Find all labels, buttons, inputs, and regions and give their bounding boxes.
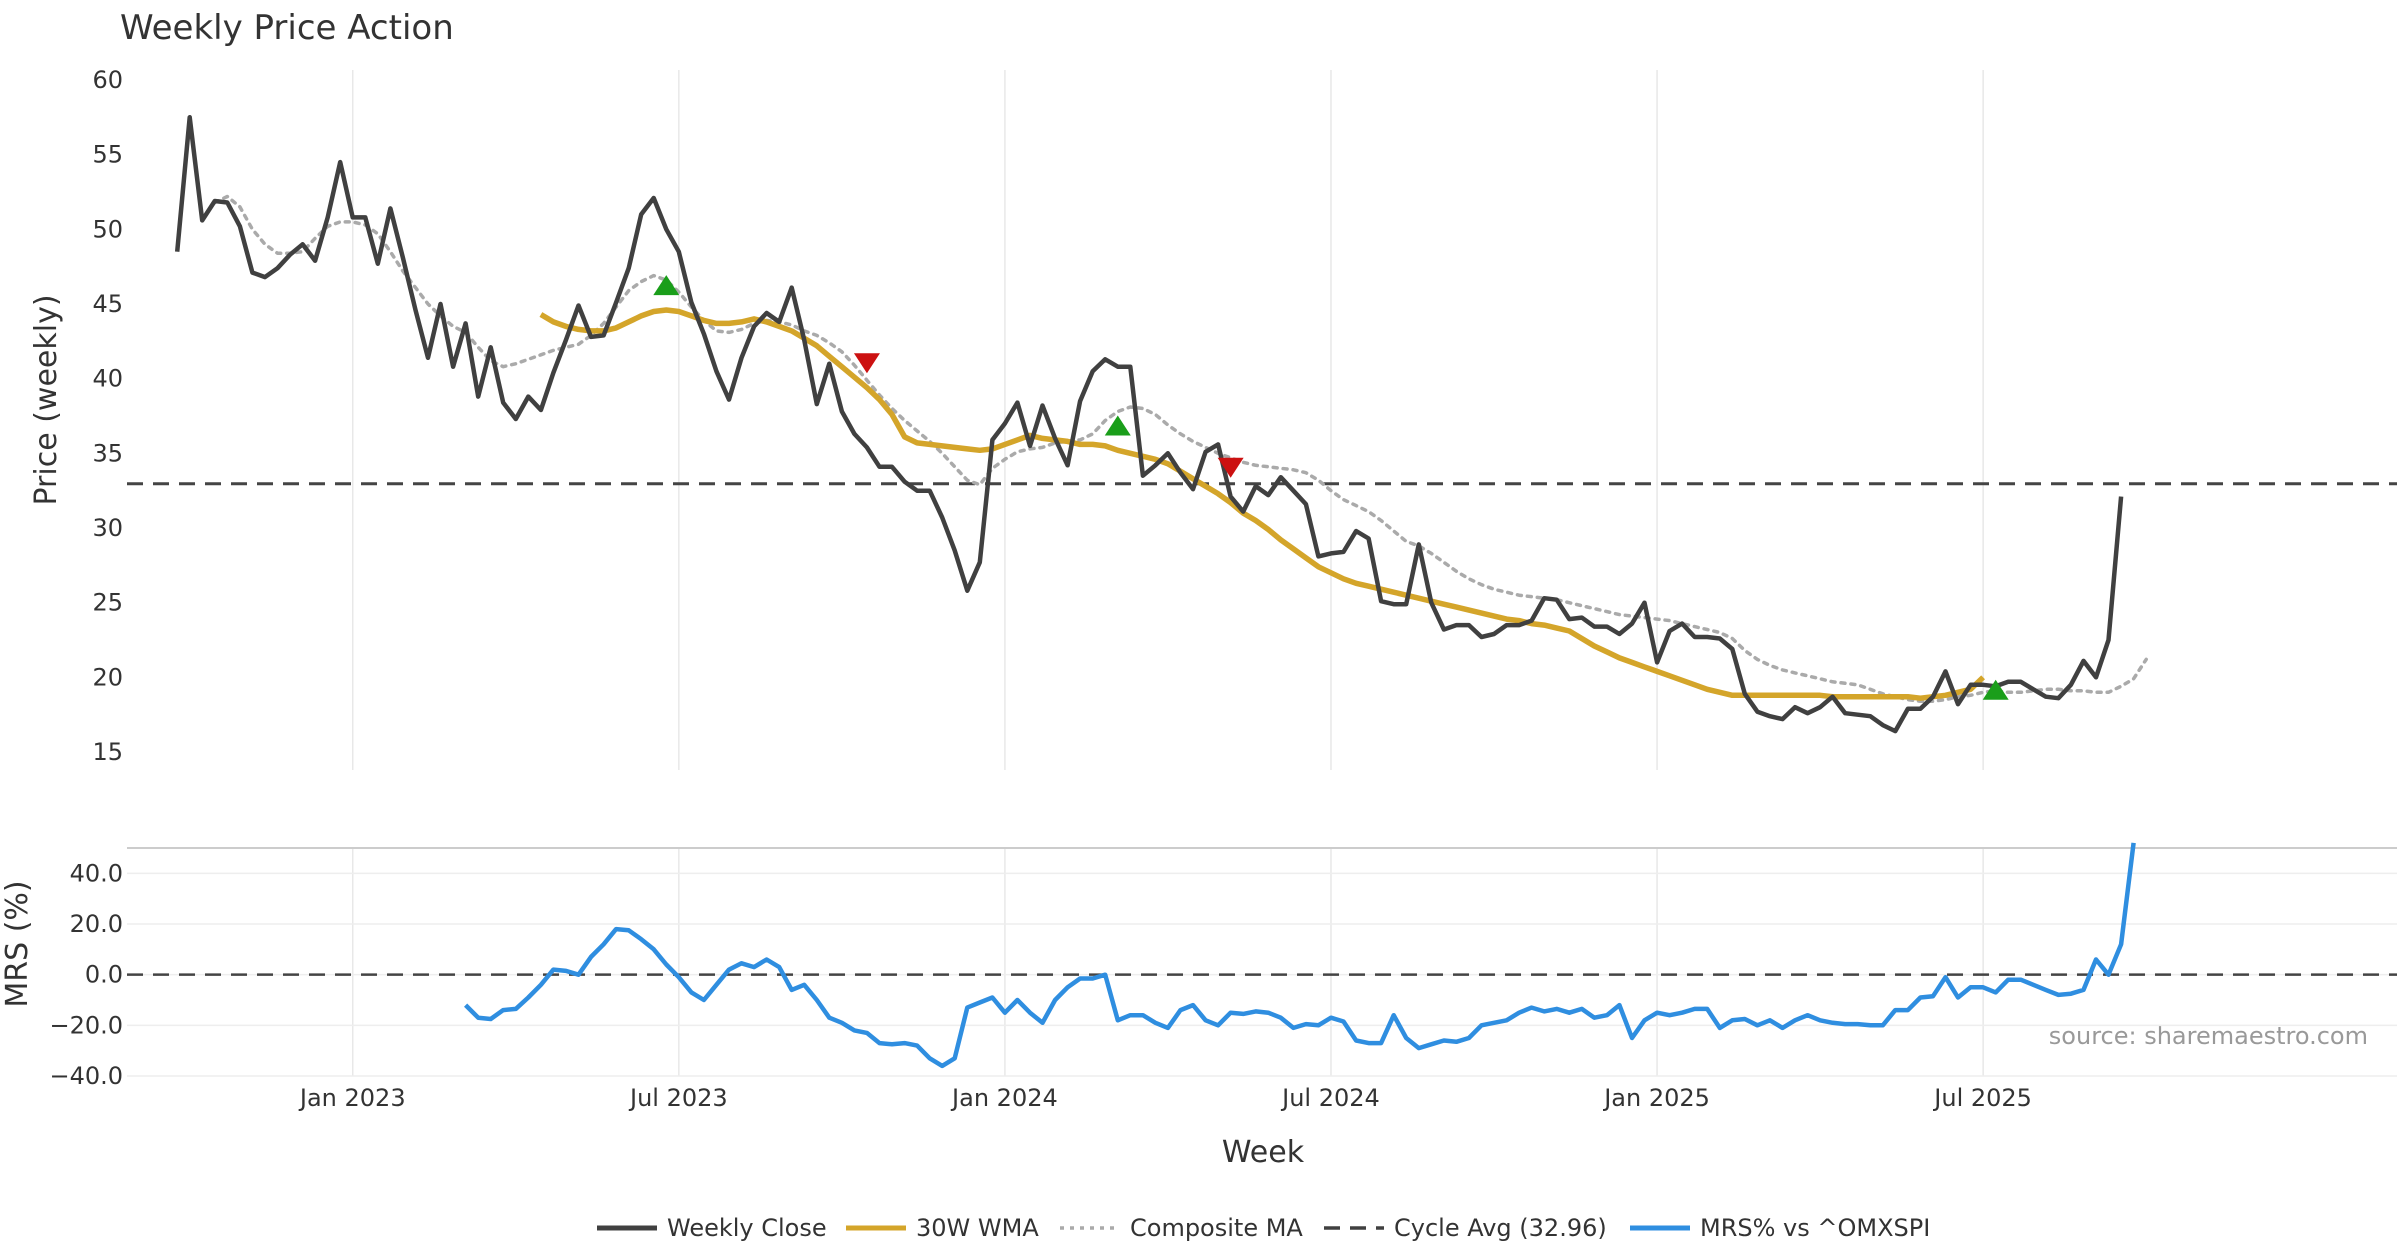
mrs-y-tick-label: −20.0 — [49, 1011, 123, 1039]
price-y-tick-label: 50 — [92, 215, 123, 243]
price-y-tick-label: 40 — [92, 365, 123, 393]
series-layer — [127, 115, 2397, 1069]
legend-label: MRS% vs ^OMXSPI — [1700, 1214, 1930, 1242]
buy-signal-marker — [1104, 415, 1131, 436]
x-tick-label: Jan 2025 — [1602, 1084, 1710, 1112]
mrs-y-tick-label: −40.0 — [49, 1062, 123, 1090]
legend-label: Cycle Avg (32.96) — [1394, 1214, 1607, 1242]
mrs-y-axis-label: MRS (%) — [0, 880, 35, 1007]
x-axis-label: Week — [1222, 1135, 1305, 1170]
grid-layer — [127, 70, 2397, 1077]
legend-label: Composite MA — [1130, 1214, 1303, 1242]
x-tick-label: Jul 2024 — [1280, 1084, 1380, 1112]
tick-label-layer: Jan 2023 Jul 2023 Jan 2024 Jul 2024 Jan 2025… — [49, 66, 2032, 1112]
x-tick-label: Jan 2023 — [298, 1084, 406, 1112]
30w-wma-line — [539, 307, 1986, 701]
mrs-y-tick-label: 20.0 — [70, 910, 123, 938]
mrs-y-tick-label: 0.0 — [85, 961, 123, 989]
x-tick-label: Jul 2023 — [628, 1084, 728, 1112]
x-tick-label: Jan 2024 — [950, 1084, 1058, 1112]
buy-signal-marker — [1982, 679, 2009, 700]
composite-ma-line — [213, 194, 2148, 703]
price-y-tick-label: 60 — [92, 66, 123, 94]
legend: Weekly Close 30W WMA Composite MA Cycle Avg… — [597, 1214, 1930, 1242]
price-y-tick-label: 15 — [92, 738, 123, 766]
price-y-axis-label: Price (weekly) — [29, 294, 64, 505]
legend-label: 30W WMA — [916, 1214, 1039, 1242]
price-y-tick-label: 55 — [92, 141, 123, 169]
weekly-close-line — [174, 115, 2124, 734]
price-y-tick-label: 30 — [92, 514, 123, 542]
signal-marker-layer — [653, 275, 2009, 700]
legend-label: Weekly Close — [667, 1214, 827, 1242]
mrs-y-tick-label: 40.0 — [70, 859, 123, 887]
price-y-tick-label: 45 — [92, 290, 123, 318]
sell-signal-marker — [853, 353, 880, 374]
sell-signal-marker — [1217, 457, 1244, 478]
buy-signal-marker — [653, 275, 680, 296]
source-note: source: sharemaestro.com — [2049, 1022, 2368, 1050]
x-tick-label: Jul 2025 — [1932, 1084, 2032, 1112]
mrs-line — [464, 842, 2136, 1069]
price-y-tick-label: 35 — [92, 439, 123, 467]
chart-title: Weekly Price Action — [120, 8, 454, 48]
price-y-tick-label: 25 — [92, 589, 123, 617]
price-y-tick-label: 20 — [92, 663, 123, 691]
